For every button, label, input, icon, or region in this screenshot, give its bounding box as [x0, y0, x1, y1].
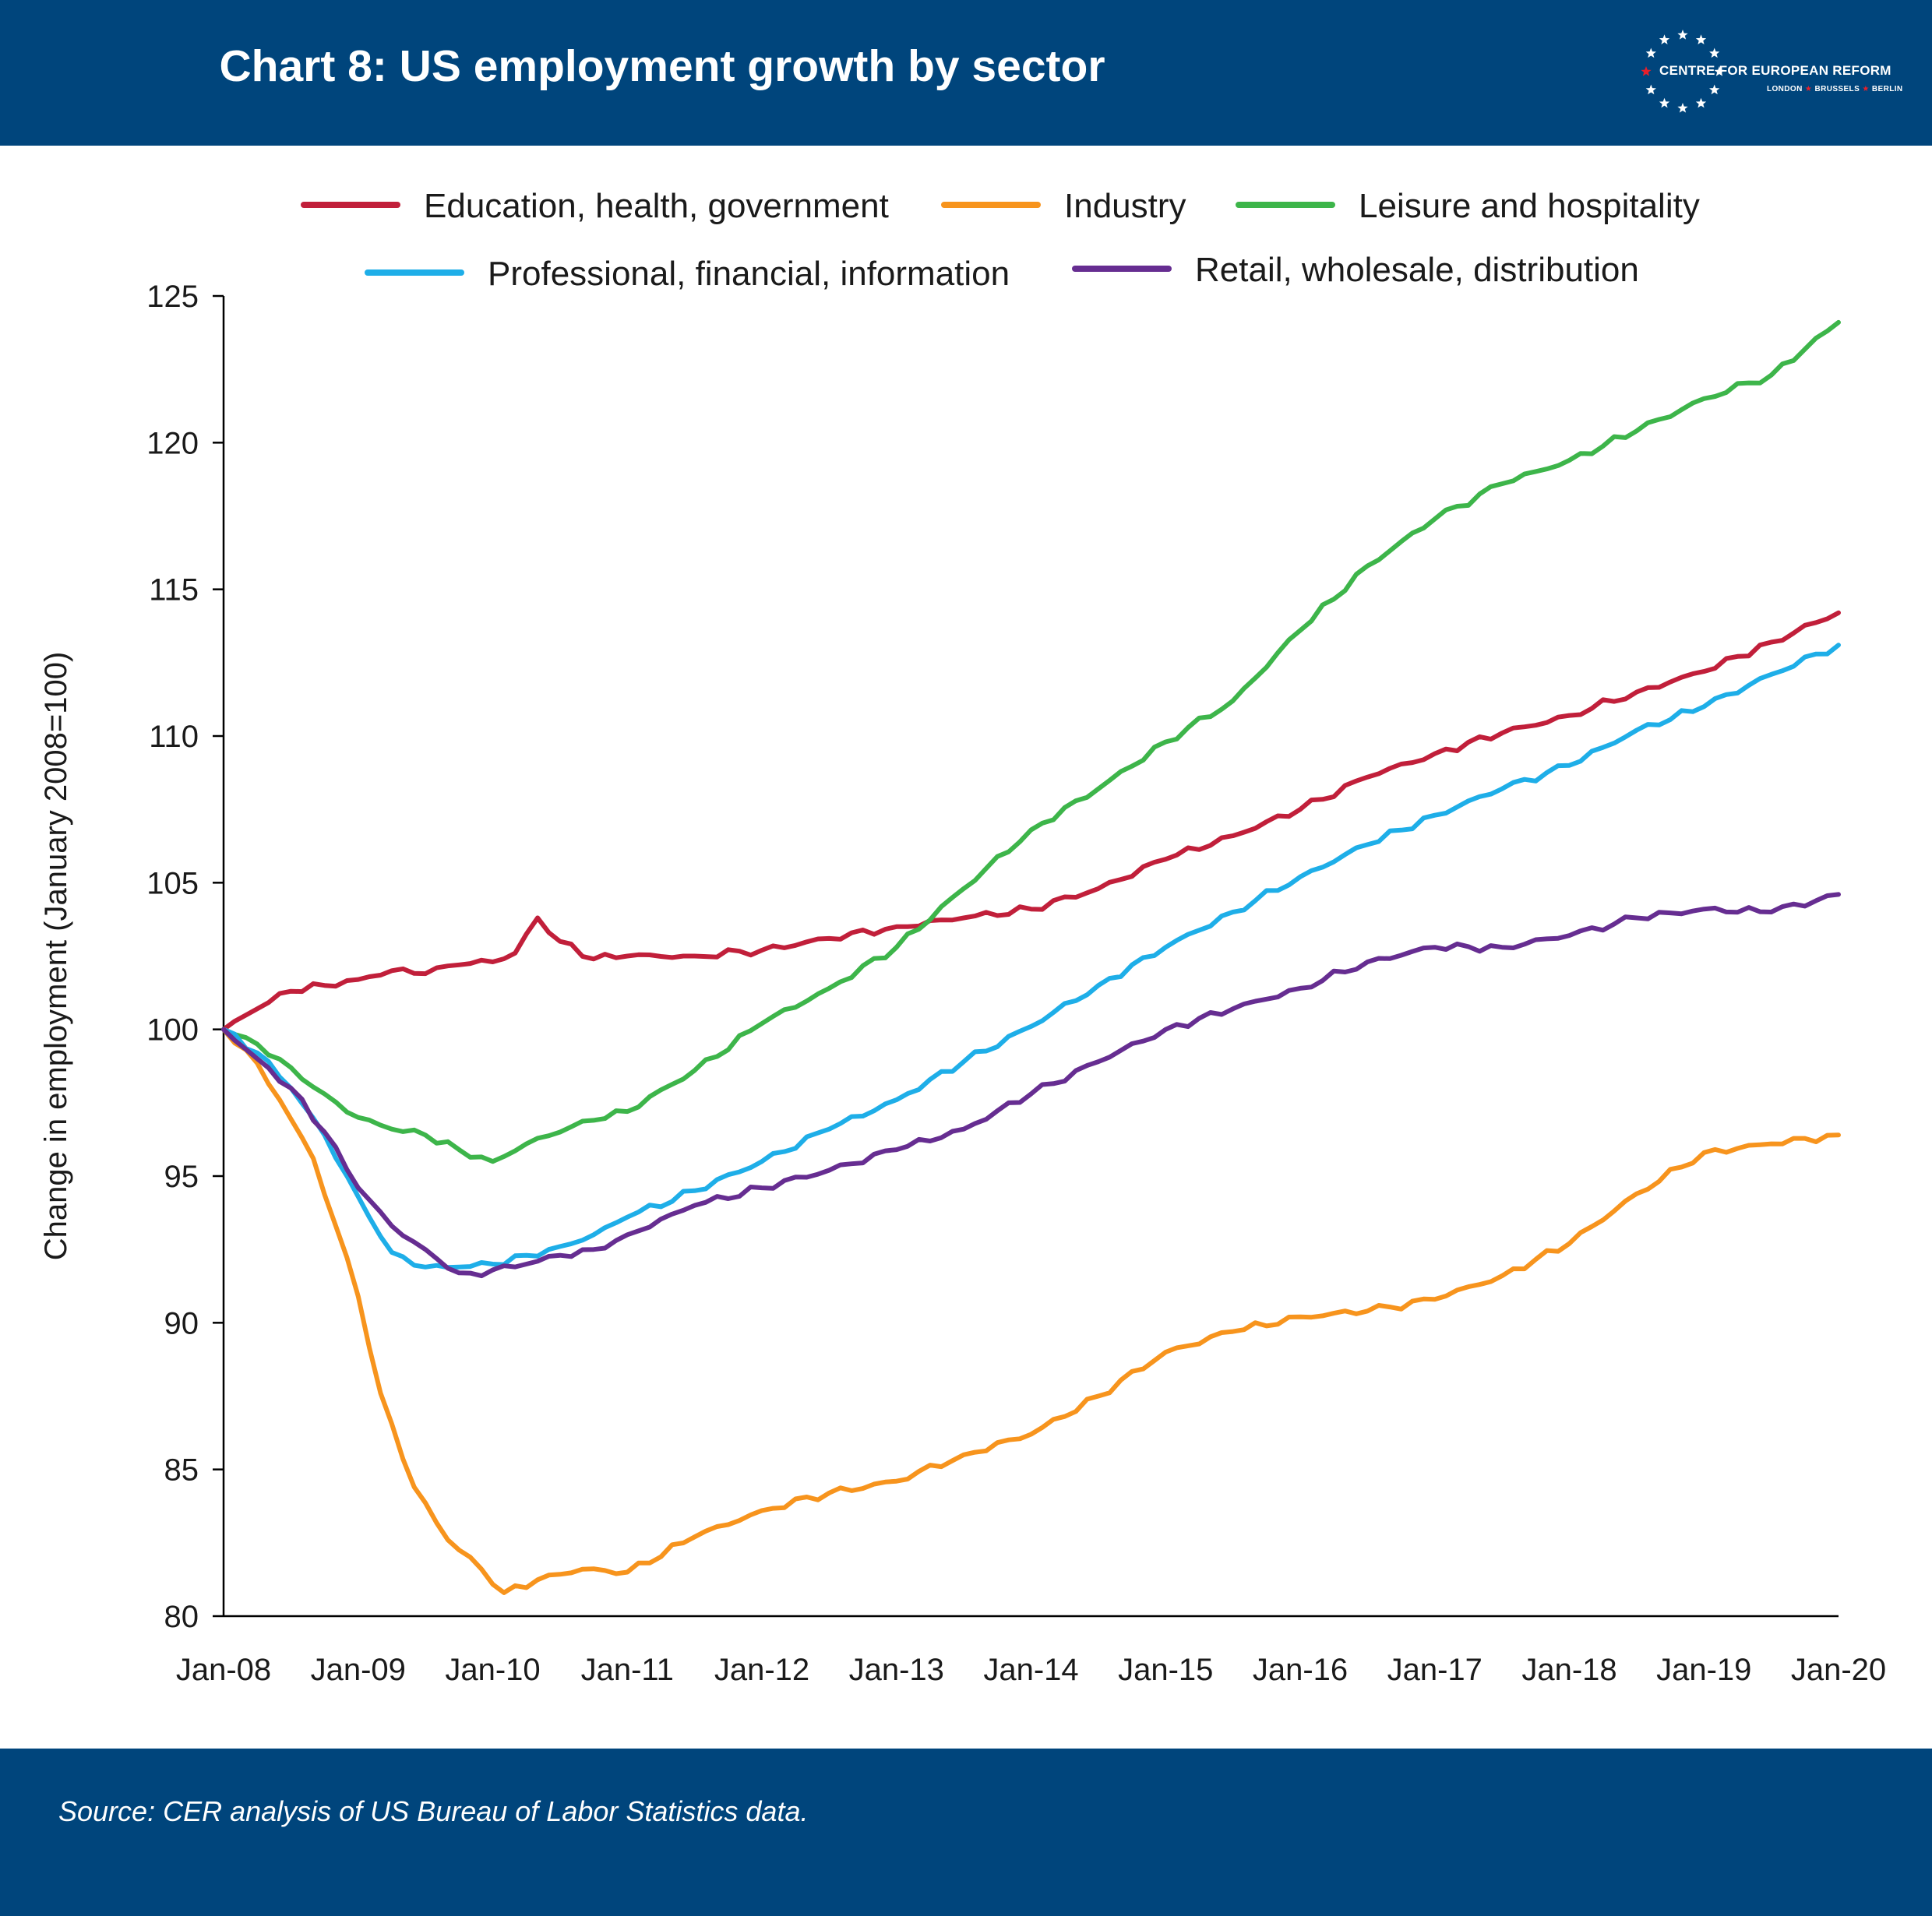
y-ticks: 80 85 90 95 100 105 110 115 120 125 [146, 280, 224, 1634]
cer-logo: CENTRE FOR EUROPEAN REFORM LONDON ★ BRUS… [1628, 23, 1909, 125]
logo-star-icon [1641, 66, 1652, 76]
series-line [221, 319, 1841, 1164]
y-tick-label: 110 [149, 720, 199, 754]
x-tick-label: Jan-09 [311, 1653, 406, 1687]
x-tick-label: Jan-18 [1521, 1653, 1616, 1687]
x-tick-label: Jan-14 [983, 1653, 1078, 1687]
logo-star-icon [1709, 84, 1720, 95]
x-tick-label: Jan-08 [176, 1653, 271, 1687]
x-tick-label: Jan-17 [1387, 1653, 1482, 1687]
legend-label: Professional, financial, information [488, 255, 1010, 293]
x-tick-label: Jan-20 [1791, 1653, 1886, 1687]
logo-separator: ★ [1804, 85, 1813, 93]
logo-star-icon [1695, 97, 1707, 108]
y-tick-label: 125 [146, 280, 199, 314]
chart-axes [222, 296, 1839, 1618]
y-tick-label: 105 [146, 866, 199, 900]
chart-legend: Education, health, government Industry Lei… [301, 187, 1700, 293]
legend-label: Industry [1064, 187, 1186, 225]
series-line [221, 643, 1841, 1270]
series-line [221, 892, 1841, 1279]
logo-star-icon [1677, 103, 1688, 113]
legend-label: Retail, wholesale, distribution [1195, 251, 1639, 289]
logo-star-icon [1677, 30, 1688, 40]
y-tick-label: 95 [164, 1160, 199, 1194]
line-chart: Education, health, government Industry Lei… [39, 187, 1886, 1687]
legend-label: Leisure and hospitality [1359, 187, 1700, 225]
y-tick-label: 90 [164, 1306, 199, 1340]
x-tick-label: Jan-15 [1118, 1653, 1213, 1687]
logo-cities: LONDON ★ BRUSSELS ★ BERLIN [1767, 85, 1903, 93]
x-tick-label: Jan-13 [849, 1653, 944, 1687]
chart-title: Chart 8: US employment growth by sector [219, 41, 1105, 91]
logo-star-icon [1645, 84, 1656, 95]
x-tick-label: Jan-11 [581, 1653, 674, 1687]
series-line [221, 1027, 1841, 1595]
chart-footer-banner: Source: CER analysis of US Bureau of Lab… [0, 1749, 1932, 1916]
x-tick-label: Jan-10 [445, 1653, 540, 1687]
y-tick-label: 115 [149, 573, 199, 608]
logo-city-brussels: BRUSSELS [1814, 85, 1860, 93]
chart-header-banner: Chart 8: US employment growth by sector … [0, 0, 1932, 146]
logo-star-icon [1695, 34, 1707, 44]
y-tick-label: 120 [146, 426, 199, 460]
logo-star-icon [1645, 48, 1656, 58]
logo-name: CENTRE FOR EUROPEAN REFORM [1659, 63, 1891, 78]
logo-star-icon [1659, 34, 1670, 44]
x-tick-label: Jan-16 [1253, 1653, 1348, 1687]
y-tick-label: 85 [164, 1453, 199, 1488]
logo-city-london: LONDON [1767, 85, 1803, 93]
logo-star-icon [1659, 97, 1670, 108]
legend-label: Education, health, government [424, 187, 889, 225]
eu-stars-icon [1641, 30, 1725, 113]
y-axis-label: Change in employment (January 2008=100) [39, 652, 73, 1261]
source-note: Source: CER analysis of US Bureau of Lab… [58, 1795, 809, 1827]
chart-series [221, 319, 1841, 1595]
x-tick-label: Jan-19 [1656, 1653, 1751, 1687]
y-tick-label: 100 [146, 1013, 199, 1048]
y-tick-label: 80 [164, 1600, 199, 1634]
logo-star-icon [1709, 48, 1720, 58]
x-tick-label: Jan-12 [714, 1653, 809, 1687]
series-line [221, 610, 1841, 1032]
logo-city-berlin: BERLIN [1871, 85, 1903, 93]
logo-separator: ★ [1862, 85, 1870, 93]
logo-star-icon [1714, 66, 1725, 76]
x-ticks: Jan-08 Jan-09 Jan-10 Jan-11 Jan-12 Jan-13 Jan-… [176, 1653, 1886, 1687]
